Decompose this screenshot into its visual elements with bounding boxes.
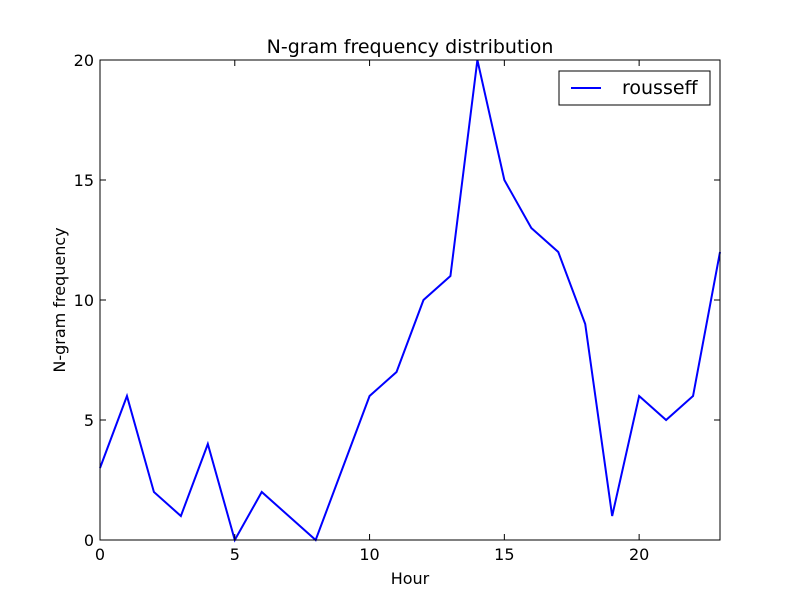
x-tick-label: 20	[629, 545, 649, 564]
chart-title: N-gram frequency distribution	[267, 36, 554, 58]
plot-area: 0 5 10 15 20 0 5 10 15 20	[74, 51, 721, 564]
plot-background	[100, 60, 720, 540]
x-tick-label: 15	[494, 545, 514, 564]
legend: rousseff	[558, 70, 711, 106]
y-tick-label: 15	[74, 171, 94, 190]
y-tick-label: 5	[84, 411, 94, 430]
legend-label: rousseff	[622, 77, 699, 99]
series-layer	[99, 59, 721, 543]
series-line-rousseff	[99, 59, 721, 543]
y-tick-label: 0	[84, 531, 94, 550]
y-tick-label: 20	[74, 51, 94, 70]
x-tick-label: 0	[95, 545, 105, 564]
tick-layer: 0 5 10 15 20 0 5 10 15 20	[74, 51, 720, 564]
x-tick-label: 10	[359, 545, 379, 564]
x-tick-label: 5	[230, 545, 240, 564]
y-axis-label: N-gram frequency	[50, 227, 69, 372]
y-tick-label: 10	[74, 291, 94, 310]
x-axis-label: Hour	[391, 569, 430, 588]
